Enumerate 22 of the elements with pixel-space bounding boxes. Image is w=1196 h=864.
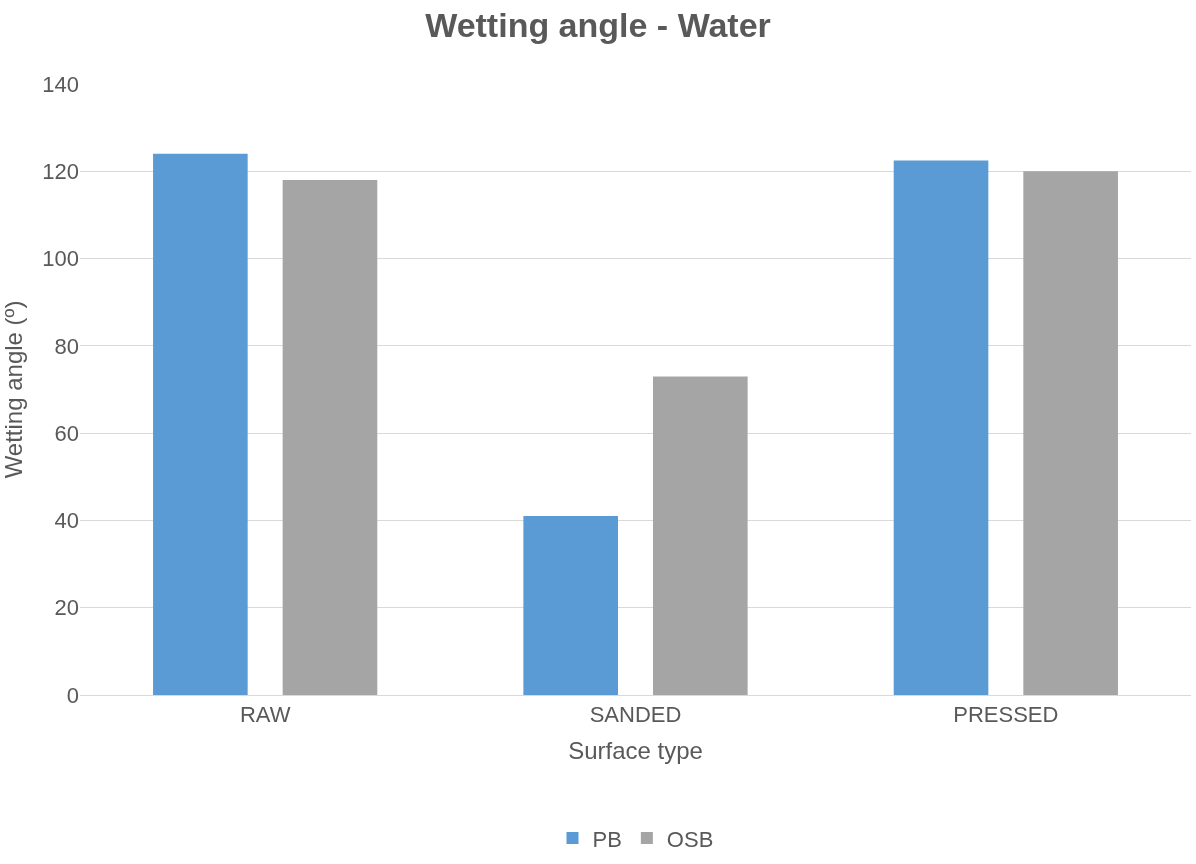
y-tick-label: 40 bbox=[54, 508, 79, 534]
legend-label: OSB bbox=[666, 826, 714, 852]
x-tick-label: SANDED bbox=[589, 702, 682, 728]
y-tick-label: 100 bbox=[42, 246, 79, 272]
y-tick-label: 80 bbox=[54, 333, 79, 359]
y-tick-label: 20 bbox=[54, 595, 79, 621]
legend-label: PB bbox=[592, 826, 622, 852]
x-axis-title: Surface type bbox=[568, 736, 703, 764]
bar bbox=[282, 180, 378, 695]
y-axis-title: Wetting angle (º) bbox=[0, 300, 27, 479]
y-tick-label: 140 bbox=[42, 71, 79, 97]
y-tick-label: 60 bbox=[54, 420, 79, 446]
chart-title: Wetting angle - Water bbox=[425, 5, 771, 44]
x-tick-label: PRESSED bbox=[953, 702, 1059, 728]
y-tick-label: 120 bbox=[42, 158, 79, 184]
y-tick-label: 0 bbox=[66, 682, 79, 708]
x-tick-label: RAW bbox=[239, 702, 291, 728]
bar bbox=[653, 376, 748, 695]
bar bbox=[523, 516, 618, 695]
bar bbox=[893, 160, 989, 695]
bar bbox=[153, 153, 248, 695]
bar bbox=[1023, 171, 1118, 695]
